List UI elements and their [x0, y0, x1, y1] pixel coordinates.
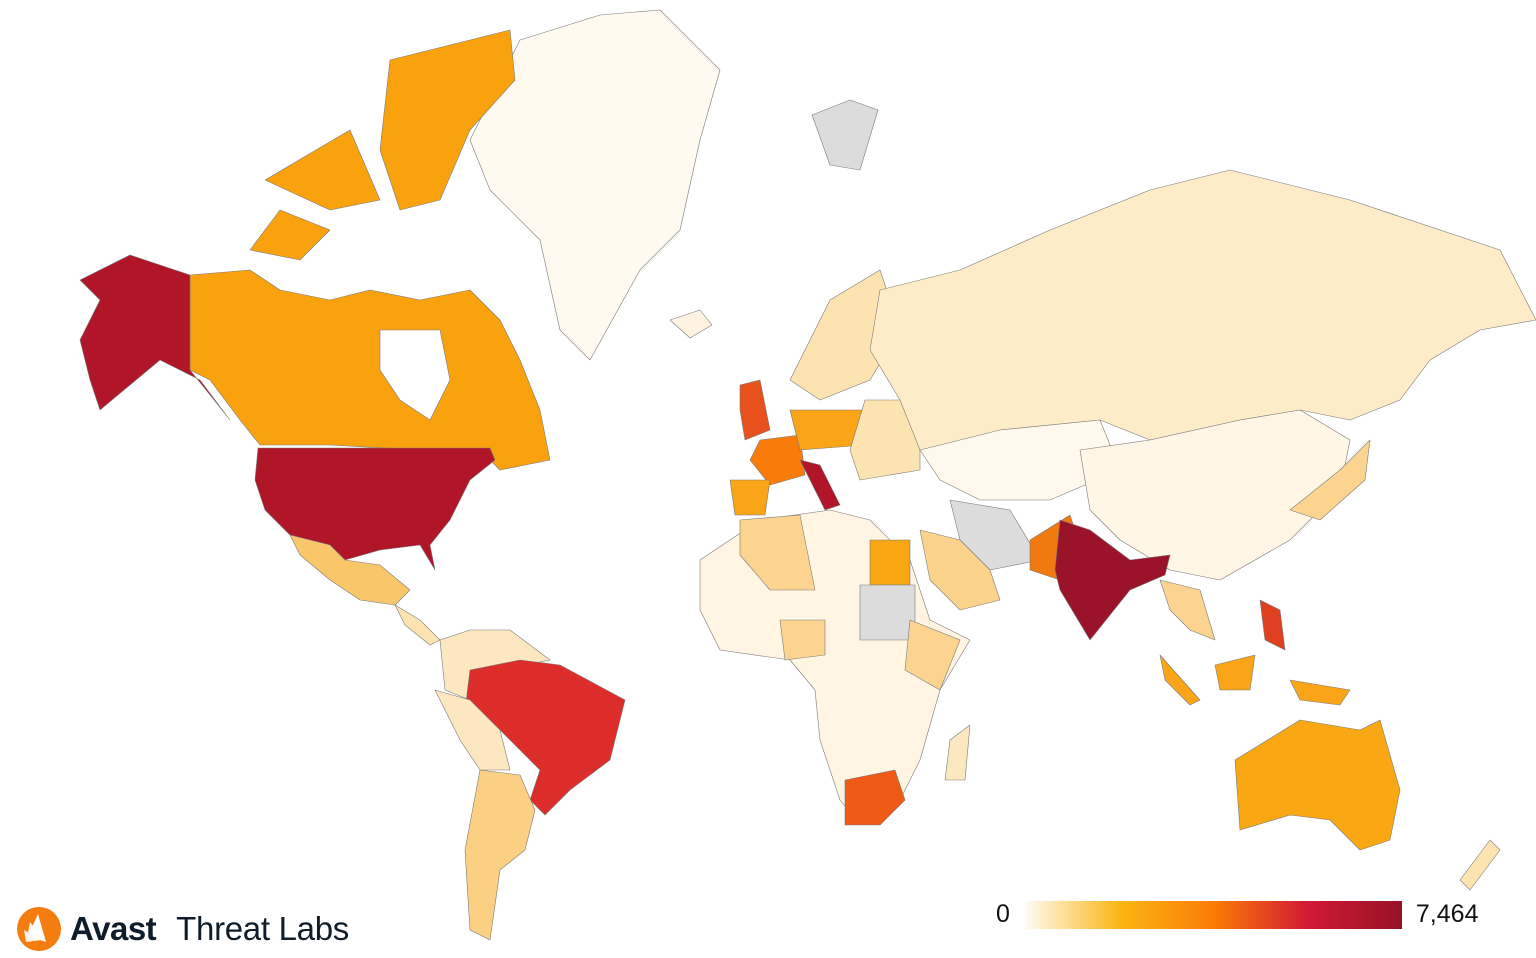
- avast-logo-icon: [17, 907, 61, 951]
- region-spain: [729, 479, 771, 516]
- region-alaska-usa: [79, 254, 231, 421]
- legend-min-label: 0: [996, 900, 1010, 928]
- region-italy: [799, 459, 841, 511]
- region-philippines: [1259, 599, 1286, 651]
- region-egypt: [869, 539, 911, 586]
- region-russia: [869, 169, 1536, 461]
- region-nigeria: [779, 619, 826, 661]
- region-indonesia: [1214, 654, 1256, 691]
- legend-max-label: 7,464: [1415, 900, 1479, 928]
- region-southeast-asia: [1159, 579, 1216, 641]
- brand-name: Avast: [70, 910, 157, 947]
- region-new-zealand: [1459, 839, 1501, 891]
- region-iceland: [669, 309, 713, 339]
- region-australia: [1234, 719, 1401, 851]
- region-india: [1054, 519, 1171, 641]
- region-south-africa: [844, 769, 906, 826]
- region-indonesia: [1289, 679, 1351, 706]
- region-usa: [254, 447, 496, 571]
- brand-product: Threat Labs: [176, 910, 349, 947]
- region-hudson: [379, 329, 451, 421]
- color-scale-legend: 0 7,464: [996, 900, 1478, 929]
- region-madagascar: [944, 724, 971, 781]
- region-greenland: [469, 9, 721, 361]
- region-central-asia: [919, 419, 1121, 501]
- region-sudan: [859, 584, 916, 641]
- legend-gradient-bar: [1025, 900, 1402, 929]
- region-algeria: [739, 514, 816, 591]
- avast-threat-labs-logo: Avast Threat Labs: [16, 906, 349, 952]
- region-france: [749, 434, 806, 486]
- region-peru-bolivia: [434, 689, 511, 771]
- region-canada: [189, 269, 551, 471]
- region-argentina-chile: [464, 769, 536, 941]
- region-canada: [249, 209, 331, 261]
- region-uk: [739, 379, 771, 441]
- region-mexico: [289, 534, 411, 606]
- region-central-america: [394, 604, 441, 646]
- region-east-africa: [904, 619, 961, 691]
- region-svalbard: [811, 99, 879, 171]
- region-indonesia: [1159, 654, 1201, 706]
- region-saudi-arabia: [919, 529, 1001, 611]
- region-canada: [379, 29, 516, 211]
- region-canada: [264, 129, 381, 211]
- region-japan: [1289, 439, 1371, 521]
